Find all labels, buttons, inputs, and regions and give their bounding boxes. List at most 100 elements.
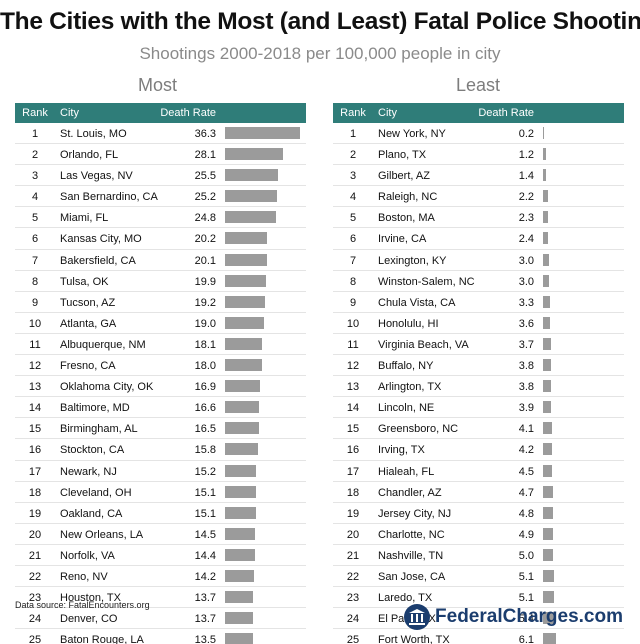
brand-name: FederalCharges.com [435, 606, 623, 627]
death-rate-cell: 19.9 [194, 275, 216, 288]
table-row: 4 Raleigh, NC 2.2 [333, 186, 624, 208]
brand[interactable]: FederalCharges.com [404, 604, 623, 630]
city-cell: Stockton, CA [60, 444, 125, 457]
rate-bar [225, 443, 258, 456]
rank-cell: 18 [346, 486, 360, 499]
city-cell: Baton Rouge, LA [60, 634, 144, 644]
rate-bar [225, 591, 254, 604]
table-row: 19 Oakland, CA 15.1 [15, 503, 306, 524]
rank-cell: 8 [31, 275, 39, 288]
rank-cell: 12 [28, 360, 42, 373]
city-cell: Honolulu, HI [378, 317, 439, 330]
table-row: 10 Atlanta, GA 19.0 [15, 313, 306, 334]
death-rate-cell: 25.5 [194, 170, 216, 183]
table-row: 13 Arlington, TX 3.8 [333, 376, 624, 398]
table-row: 22 Reno, NV 14.2 [15, 566, 306, 588]
rate-bar [225, 506, 257, 519]
rate-bar [543, 253, 550, 266]
city-cell: Raleigh, NC [378, 191, 438, 204]
city-cell: Albuquerque, NM [60, 338, 146, 351]
city-cell: New Orleans, LA [60, 528, 144, 541]
city-cell: Plano, TX [378, 149, 427, 162]
table-row: 19 Jersey City, NJ 4.8 [333, 503, 624, 524]
chart-subtitle: Shootings 2000-2018 per 100,000 people i… [139, 44, 501, 63]
rank-cell: 7 [349, 254, 357, 267]
rank-cell: 17 [346, 465, 360, 478]
table-row: 11 Virginia Beach, VA 3.7 [333, 334, 624, 356]
chart-title: The Cities with the Most (and Least) Fat… [0, 8, 640, 35]
city-cell: Las Vegas, NV [60, 170, 133, 183]
death-rate-cell: 1.2 [518, 149, 534, 162]
death-rate-cell: 3.8 [518, 381, 534, 394]
death-rate-cell: 5.4 [518, 613, 534, 626]
table-row: 7 Lexington, KY 3.0 [333, 250, 624, 271]
rate-bar [225, 316, 265, 329]
rank-cell: 10 [346, 317, 360, 330]
rank-cell: 17 [28, 465, 42, 478]
city-cell: Houston, TX [60, 592, 121, 605]
table-row: 23 Laredo, TX 5.1 [333, 587, 624, 609]
rate-bar [225, 127, 300, 139]
rank-cell: 22 [346, 570, 360, 583]
city-cell: Winston-Salem, NC [378, 275, 475, 288]
rate-bar [543, 337, 551, 350]
death-rate-cell: 4.2 [518, 444, 534, 457]
rate-bar [543, 443, 552, 456]
rank-cell: 1 [31, 128, 39, 140]
table-row: 20 New Orleans, LA 14.5 [15, 524, 306, 545]
city-cell: Arlington, TX [378, 381, 442, 394]
rank-cell: 16 [28, 444, 42, 457]
city-cell: Virginia Beach, VA [378, 338, 469, 351]
city-cell: Laredo, TX [378, 592, 433, 605]
death-rate-cell: 5.0 [518, 549, 534, 562]
rate-bar [543, 148, 546, 161]
city-cell: New York, NY [378, 128, 446, 140]
table-row: 23 Houston, TX 13.7 [15, 587, 306, 609]
most-table: Rank City Death Rate 1 St. Louis, MO 36.3 2… [15, 103, 306, 644]
rate-bar [225, 274, 267, 287]
table-row: 4 San Bernardino, CA 25.2 [15, 186, 306, 208]
death-rate-cell: 20.2 [194, 233, 216, 246]
table-row: 10 Honolulu, HI 3.6 [333, 313, 624, 334]
rate-bar [225, 337, 263, 350]
rank-cell: 13 [346, 381, 360, 394]
city-cell: Newark, NJ [60, 465, 117, 478]
table-row: 12 Buffalo, NY 3.8 [333, 355, 624, 377]
rate-bar [543, 464, 553, 477]
city-cell: Hialeah, FL [378, 465, 435, 478]
rate-bar [543, 295, 550, 308]
courthouse-icon [404, 604, 431, 630]
city-cell: Fort Worth, TX [378, 634, 450, 644]
city-cell: Nashville, TN [378, 549, 444, 562]
rate-bar [225, 211, 277, 224]
rate-bar [543, 485, 553, 498]
rate-bar [225, 485, 257, 498]
death-rate-cell: 16.5 [194, 423, 216, 436]
rate-bar [225, 190, 278, 203]
city-cell: Baltimore, MD [60, 402, 130, 415]
rank-cell: 23 [28, 592, 42, 605]
rank-cell: 12 [346, 360, 360, 373]
table-row: 14 Lincoln, NE 3.9 [333, 397, 624, 419]
city-cell: Oakland, CA [60, 507, 123, 520]
rate-bar [543, 274, 550, 287]
table-row: 2 Orlando, FL 28.1 [15, 144, 306, 166]
header-death-rate: Death Rate [160, 107, 216, 119]
city-cell: Buffalo, NY [378, 360, 434, 373]
death-rate-cell: 15.2 [194, 465, 216, 478]
most-label: Most [138, 75, 178, 95]
city-cell: San Jose, CA [378, 570, 446, 583]
header-rank: Rank [340, 107, 366, 119]
table-row: 5 Boston, MA 2.3 [333, 207, 624, 229]
rank-cell: 24 [28, 613, 42, 626]
death-rate-cell: 2.4 [518, 233, 534, 246]
city-cell: Chandler, AZ [378, 486, 442, 499]
death-rate-cell: 19.0 [194, 317, 216, 330]
city-cell: Cleveland, OH [60, 486, 132, 499]
table-row: 11 Albuquerque, NM 18.1 [15, 334, 306, 356]
rank-cell: 3 [31, 170, 39, 183]
rate-bar [543, 359, 551, 372]
city-cell: Norfolk, VA [60, 549, 115, 562]
rate-bar [225, 380, 260, 393]
rank-cell: 9 [31, 296, 39, 309]
